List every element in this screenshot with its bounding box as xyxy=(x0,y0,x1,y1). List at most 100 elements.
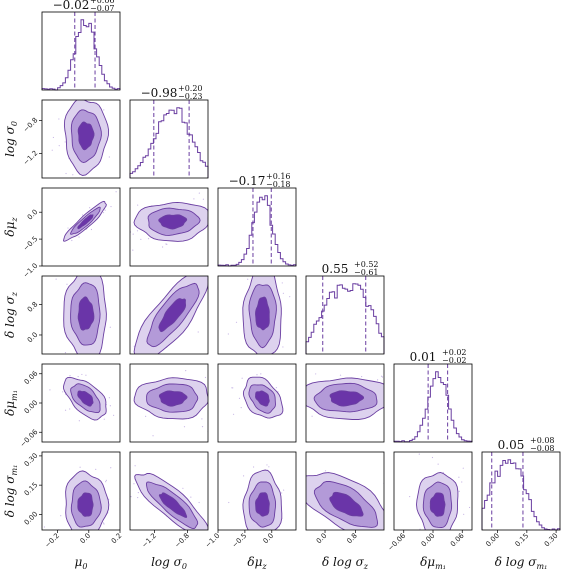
sample-dot xyxy=(114,570,115,571)
sample-dot xyxy=(271,272,272,273)
contour-level-3 xyxy=(158,492,188,518)
sample-dot xyxy=(380,375,383,377)
panel-2d-mu0-delta_log_sigma_z xyxy=(41,275,121,355)
sample-dot xyxy=(95,468,97,470)
sample-dot xyxy=(69,561,70,562)
sample-dot xyxy=(69,374,71,377)
sample-dot xyxy=(283,489,285,491)
sample-dot xyxy=(468,506,471,509)
histogram-log_sigma0 xyxy=(129,107,209,178)
sample-dot xyxy=(110,205,112,208)
y-tick-label: 0.8 xyxy=(26,300,40,314)
sample-dot xyxy=(260,373,262,375)
sample-dot xyxy=(227,333,229,335)
sample-dot xyxy=(197,331,199,333)
panel-2d-log_sigma0-delta_mu_z xyxy=(129,187,209,267)
sample-dot xyxy=(222,361,223,362)
sample-dot xyxy=(409,539,410,540)
panel-frame xyxy=(129,363,209,443)
x-tick-label: −1.2 xyxy=(140,532,158,550)
title-minus: −0.08 xyxy=(530,444,555,453)
y-axis-label-delta_mu_z: δμz xyxy=(3,217,19,237)
x-tick-label: 0.06 xyxy=(449,531,466,548)
sample-dot xyxy=(463,513,465,515)
sample-dot xyxy=(170,268,171,269)
histogram-delta_log_sigma_m1 xyxy=(481,459,561,531)
sample-dot xyxy=(434,546,435,547)
sample-dot xyxy=(260,530,261,531)
sample-dot xyxy=(70,542,71,543)
sample-dot xyxy=(250,256,251,257)
sample-dot xyxy=(182,487,184,489)
sample-dot xyxy=(109,326,111,328)
y-tick-label: −1.0 xyxy=(22,262,40,280)
contour-level-3 xyxy=(255,492,270,517)
contour-level-3 xyxy=(329,491,364,517)
sample-dot xyxy=(123,431,124,432)
sample-dot xyxy=(410,520,411,521)
histogram-delta_mu_z xyxy=(217,195,297,267)
hist-title-delta_mu_z: −0.17 +0.16−0.18 xyxy=(229,172,291,189)
sample-dot xyxy=(247,278,249,280)
x-tick-label: 0.0 xyxy=(315,532,329,546)
panel-2d-mu0-delta_mu_z xyxy=(41,187,121,267)
sample-dot xyxy=(143,450,144,451)
sample-dot xyxy=(207,272,208,273)
sample-dot xyxy=(418,453,420,455)
contour-level-3 xyxy=(77,121,95,151)
y-tick-label: 0.0 xyxy=(26,331,40,345)
sample-dot xyxy=(409,495,411,498)
sample-dot xyxy=(376,379,379,381)
sample-dot xyxy=(258,533,259,534)
contour-level-3 xyxy=(77,390,94,407)
sample-dot xyxy=(417,538,418,539)
sample-dot xyxy=(438,573,439,574)
panel-2d-log_sigma0-delta_log_sigma_m1 xyxy=(129,451,210,531)
sample-dot xyxy=(458,490,460,492)
sample-dot xyxy=(388,403,389,404)
panel-frame xyxy=(305,275,385,355)
sample-dot xyxy=(385,406,386,407)
sample-dot xyxy=(105,481,107,483)
x-tick-label: −0.2 xyxy=(43,532,61,550)
y-tick-label: 0.0 xyxy=(26,208,40,222)
title-median: 0.55 xyxy=(322,262,349,276)
x-axis-label-log_sigma0: log σ0 xyxy=(151,555,187,571)
sample-dot xyxy=(79,77,80,78)
sample-dot xyxy=(209,521,210,522)
sample-dot xyxy=(69,408,71,410)
panel-frame xyxy=(481,451,561,531)
sample-dot xyxy=(251,538,252,539)
sample-dot xyxy=(104,185,105,186)
sample-dot xyxy=(134,465,136,467)
sample-dot xyxy=(236,260,237,261)
sample-dot xyxy=(240,401,241,402)
panel-frame xyxy=(41,11,121,91)
contour-level-3 xyxy=(255,296,270,331)
panel-frame xyxy=(305,363,385,443)
panel-2d-delta_log_sigma_z-delta_mu_m1 xyxy=(305,363,389,443)
sample-dot xyxy=(132,249,134,251)
contour-level-3 xyxy=(77,214,94,230)
panel-hist-log_sigma0: −0.98 +0.20−0.23 xyxy=(129,84,209,179)
sample-dot xyxy=(268,466,270,468)
title-minus: −0.18 xyxy=(266,180,291,189)
y-tick-label: −1.2 xyxy=(22,149,40,167)
sample-dot xyxy=(78,95,79,96)
sample-dot xyxy=(103,523,105,525)
title-minus: −0.61 xyxy=(354,268,379,277)
sample-dot xyxy=(286,473,287,474)
x-tick-label: 0.30 xyxy=(543,532,560,549)
title-plus: +0.06 xyxy=(90,0,115,5)
panel-2d-delta_log_sigma_z-delta_log_sigma_m1 xyxy=(277,451,439,574)
panel-2d-mu0-log_sigma0 xyxy=(41,77,121,186)
sample-dot xyxy=(277,463,278,464)
panel-frame xyxy=(393,363,473,443)
sample-dot xyxy=(442,471,444,474)
sample-dot xyxy=(204,376,207,379)
x-tick-label: −1.0 xyxy=(204,532,222,550)
x-tick-label: −0.5 xyxy=(231,532,249,550)
sample-dot xyxy=(193,198,195,200)
title-median: −0.17 xyxy=(229,174,266,188)
sample-dot xyxy=(136,230,139,232)
